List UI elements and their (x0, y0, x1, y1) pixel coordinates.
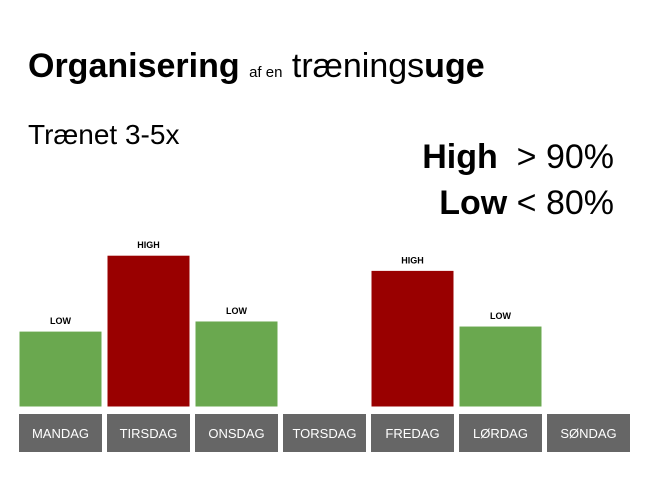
bar-label-fredag: HIGH (401, 255, 424, 265)
day-box-onsdag (195, 414, 278, 452)
day-box-tirsdag (107, 414, 190, 452)
day-label-fredag: FREDAG (385, 426, 439, 441)
legend-low-label: Low (439, 184, 508, 222)
legend-high-label: High (422, 138, 498, 176)
day-label-mandag: MANDAG (32, 426, 89, 441)
day-label-lørdag: LØRDAG (473, 426, 528, 441)
title-bold-end: uge (424, 47, 485, 85)
day-box-søndag (547, 414, 630, 452)
page-title: Organisering af en træningsuge (28, 46, 485, 93)
day-box-torsdag (283, 414, 366, 452)
legend-high-row: High > 90% (422, 134, 614, 180)
day-box-mandag (19, 414, 102, 452)
legend-low-value: < 80% (516, 184, 614, 222)
day-box-lørdag (459, 414, 542, 452)
bar-label-onsdag: LOW (226, 306, 247, 316)
day-label-søndag: SØNDAG (560, 426, 616, 441)
bar-lørdag (458, 325, 543, 408)
bar-onsdag (194, 320, 279, 408)
bar-fredag (370, 269, 455, 408)
bar-label-mandag: LOW (50, 316, 71, 326)
day-label-torsdag: TORSDAG (292, 426, 356, 441)
title-small-part: af en (249, 64, 283, 81)
bar-tirsdag (106, 254, 191, 408)
day-label-onsdag: ONSDAG (208, 426, 264, 441)
legend-low-row: Low < 80% (422, 180, 614, 226)
bar-label-tirsdag: HIGH (137, 240, 160, 250)
intensity-legend: High > 90% Low < 80% (422, 134, 614, 226)
title-bold-part: Organisering (28, 47, 240, 85)
day-box-fredag (371, 414, 454, 452)
bar-label-lørdag: LOW (490, 311, 511, 321)
title-regular-part: trænings (291, 47, 425, 85)
legend-high-value: > 90% (516, 138, 614, 176)
subtitle: Trænet 3-5x (28, 119, 180, 150)
day-label-tirsdag: TIRSDAG (120, 426, 178, 441)
bar-mandag (18, 330, 103, 408)
